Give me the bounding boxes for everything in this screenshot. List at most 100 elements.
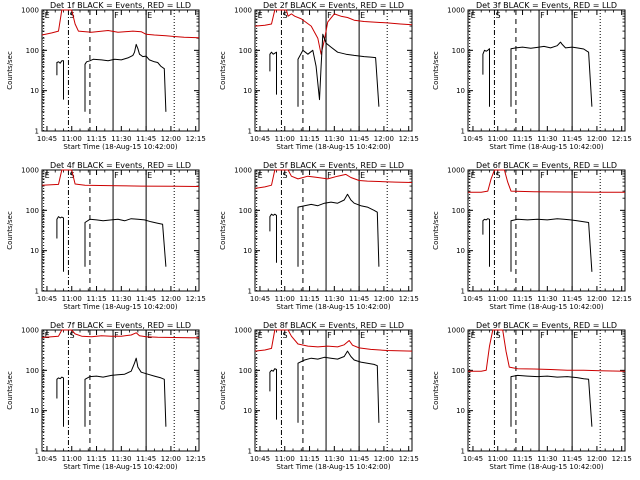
chart-panel: Det 7f BLACK = Events, RED = LLD 1 10 100 10… bbox=[6, 321, 206, 471]
x-tick-label: 11:15 bbox=[299, 135, 319, 143]
y-axis-label: Counts/sec bbox=[219, 211, 227, 250]
x-tick-label: 11:45 bbox=[562, 135, 582, 143]
event-marker-label: S bbox=[282, 11, 287, 20]
plot-frame bbox=[467, 9, 626, 132]
series-line bbox=[84, 357, 167, 427]
x-tick-label: 11:45 bbox=[349, 135, 369, 143]
event-marker-label: E bbox=[573, 171, 578, 180]
plot-frame bbox=[254, 169, 413, 292]
event-marker-label: F bbox=[540, 331, 545, 340]
x-tick-label: 11:30 bbox=[111, 455, 131, 463]
x-tick-label: 12:15 bbox=[399, 295, 419, 303]
x-tick-label: 11:30 bbox=[537, 135, 557, 143]
y-tick-label: 1000 bbox=[21, 167, 39, 175]
event-marker-label: F bbox=[114, 331, 119, 340]
x-axis-label: Start Time (18-Aug-15 10:42:00) bbox=[63, 303, 177, 311]
series-line bbox=[510, 41, 593, 107]
event-marker-label: E bbox=[45, 11, 50, 20]
series-line bbox=[297, 193, 380, 267]
x-tick-label: 11:15 bbox=[299, 455, 319, 463]
x-tick-label: 11:15 bbox=[86, 295, 106, 303]
y-tick-label: 100 bbox=[26, 367, 39, 375]
x-tick-label: 12:00 bbox=[374, 135, 394, 143]
series-line bbox=[254, 329, 413, 352]
series-line bbox=[269, 368, 277, 420]
y-tick-label: 1 bbox=[248, 288, 252, 296]
x-tick-label: 11:00 bbox=[62, 295, 82, 303]
x-tick-label: 11:00 bbox=[275, 135, 295, 143]
y-axis-label: Counts/sec bbox=[432, 51, 440, 90]
series-line bbox=[468, 329, 626, 372]
x-tick-label: 11:30 bbox=[324, 455, 344, 463]
y-axis-label: Counts/sec bbox=[432, 211, 440, 250]
y-axis-label: Counts/sec bbox=[219, 371, 227, 410]
chart-panel: Det 2f BLACK = Events, RED = LLD 1 10 100 10… bbox=[219, 1, 419, 151]
y-axis-label: Counts/sec bbox=[6, 371, 14, 410]
x-tick-label: 11:45 bbox=[349, 455, 369, 463]
event-marker-label: E bbox=[45, 331, 50, 340]
y-tick-label: 10 bbox=[243, 407, 252, 415]
event-marker-label: S bbox=[495, 11, 500, 20]
chart-title: Det 3f BLACK = Events, RED = LLD bbox=[476, 1, 617, 10]
x-tick-label: 11:45 bbox=[562, 455, 582, 463]
x-tick-label: 10:45 bbox=[37, 455, 57, 463]
chart-title: Det 2f BLACK = Events, RED = LLD bbox=[263, 1, 404, 10]
x-tick-label: 11:45 bbox=[562, 295, 582, 303]
x-tick-label: 12:15 bbox=[612, 135, 632, 143]
event-marker-label: E bbox=[258, 171, 263, 180]
x-tick-label: 11:30 bbox=[111, 135, 131, 143]
event-marker-label: S bbox=[495, 331, 500, 340]
x-tick-label: 12:00 bbox=[587, 295, 607, 303]
chart-panel: Det 3f BLACK = Events, RED = LLD 1 10 100 10… bbox=[432, 1, 632, 151]
x-tick-label: 11:00 bbox=[488, 295, 508, 303]
series-line bbox=[269, 213, 277, 263]
x-tick-label: 11:30 bbox=[324, 295, 344, 303]
event-marker-label: E bbox=[45, 171, 50, 180]
event-marker-label: S bbox=[69, 331, 74, 340]
x-tick-label: 12:00 bbox=[161, 295, 181, 303]
x-tick-label: 10:45 bbox=[250, 295, 270, 303]
y-tick-label: 100 bbox=[239, 207, 252, 215]
x-axis-label: Start Time (18-Aug-15 10:42:00) bbox=[276, 303, 390, 311]
event-marker-label: F bbox=[327, 331, 332, 340]
x-tick-label: 12:00 bbox=[587, 135, 607, 143]
y-tick-label: 100 bbox=[239, 367, 252, 375]
event-marker-label: E bbox=[471, 11, 476, 20]
series-line bbox=[56, 216, 64, 272]
x-tick-label: 12:15 bbox=[612, 295, 632, 303]
series-line bbox=[269, 51, 277, 95]
y-tick-label: 1 bbox=[35, 288, 39, 296]
chart-panel: Det 1f BLACK = Events, RED = LLD 1 10 100 10… bbox=[6, 1, 206, 151]
x-tick-label: 11:15 bbox=[512, 295, 532, 303]
y-tick-label: 1000 bbox=[447, 7, 465, 15]
chart-title: Det 4f BLACK = Events, RED = LLD bbox=[50, 161, 191, 170]
y-tick-label: 100 bbox=[452, 367, 465, 375]
x-tick-label: 11:15 bbox=[512, 135, 532, 143]
series-line bbox=[84, 218, 167, 267]
x-tick-label: 10:45 bbox=[250, 135, 270, 143]
x-axis-label: Start Time (18-Aug-15 10:42:00) bbox=[63, 143, 177, 151]
x-tick-label: 11:15 bbox=[86, 135, 106, 143]
event-marker-label: F bbox=[540, 11, 545, 20]
chart-panel: Det 8f BLACK = Events, RED = LLD 1 10 100 10… bbox=[219, 321, 419, 471]
y-tick-label: 100 bbox=[239, 47, 252, 55]
x-tick-label: 11:00 bbox=[488, 455, 508, 463]
event-marker-label: E bbox=[360, 331, 365, 340]
event-marker-label: E bbox=[573, 11, 578, 20]
y-tick-label: 1 bbox=[35, 448, 39, 456]
x-tick-label: 10:45 bbox=[37, 135, 57, 143]
y-tick-label: 1000 bbox=[447, 327, 465, 335]
x-tick-label: 12:00 bbox=[374, 455, 394, 463]
x-tick-label: 12:15 bbox=[186, 455, 206, 463]
y-tick-label: 100 bbox=[26, 47, 39, 55]
x-tick-label: 11:15 bbox=[299, 295, 319, 303]
x-tick-label: 11:15 bbox=[86, 455, 106, 463]
x-tick-label: 11:45 bbox=[136, 455, 156, 463]
y-tick-label: 10 bbox=[456, 407, 465, 415]
x-tick-label: 11:00 bbox=[488, 135, 508, 143]
y-tick-label: 1 bbox=[461, 288, 465, 296]
x-axis-label: Start Time (18-Aug-15 10:42:00) bbox=[489, 303, 603, 311]
event-marker-label: S bbox=[282, 171, 287, 180]
y-axis-label: Counts/sec bbox=[219, 51, 227, 90]
